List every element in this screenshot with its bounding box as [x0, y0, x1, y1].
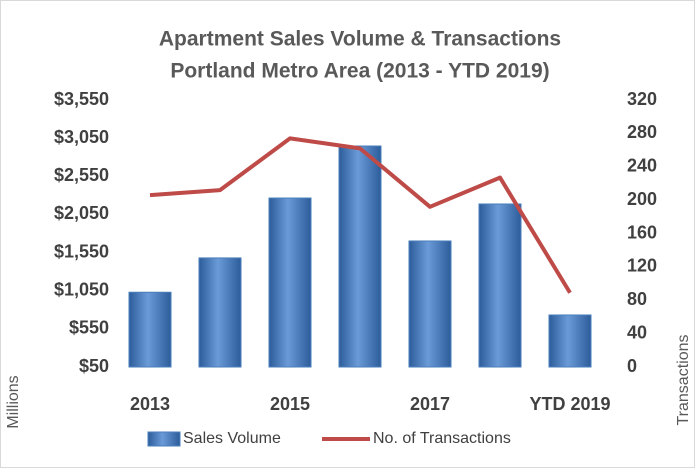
x-tick-label: 2013 [130, 394, 170, 414]
y2-tick-label: 240 [627, 156, 657, 176]
legend-label: Sales Volume [183, 430, 281, 447]
x-tick-label: 2015 [270, 394, 310, 414]
bar [408, 240, 452, 368]
y-tick-label: $50 [79, 356, 109, 376]
y2-tick-label: 120 [627, 256, 657, 276]
y2-axis-title: Transactions [675, 335, 692, 426]
bar [548, 314, 592, 368]
bar [338, 145, 382, 368]
y-tick-label: $550 [69, 318, 109, 338]
bar [128, 291, 172, 368]
x-tick-label: 2017 [410, 394, 450, 414]
y-axis-title: Millions [5, 375, 22, 428]
y2-tick-label: 320 [627, 89, 657, 109]
y2-tick-label: 80 [627, 289, 647, 309]
legend-swatch [147, 431, 181, 447]
y2-tick-label: 40 [627, 322, 647, 342]
y-tick-label: $2,550 [54, 165, 109, 185]
bar [198, 257, 242, 368]
bar [478, 203, 522, 368]
bar [268, 197, 312, 368]
y2-tick-label: 200 [627, 189, 657, 209]
y2-tick-label: 0 [627, 356, 637, 376]
y-tick-label: $1,550 [54, 241, 109, 261]
y2-tick-label: 160 [627, 222, 657, 242]
chart-subtitle: Portland Metro Area (2013 - YTD 2019) [170, 60, 549, 83]
y-tick-label: $3,050 [54, 127, 109, 147]
x-tick-label: YTD 2019 [529, 394, 610, 414]
legend-label: No. of Transactions [373, 430, 511, 447]
chart-title: Apartment Sales Volume & Transactions [159, 28, 561, 51]
y-tick-label: $2,050 [54, 203, 109, 223]
y2-tick-label: 280 [627, 122, 657, 142]
y-tick-label: $3,550 [54, 89, 109, 109]
line [149, 136, 572, 294]
y-tick-label: $1,050 [54, 279, 109, 299]
